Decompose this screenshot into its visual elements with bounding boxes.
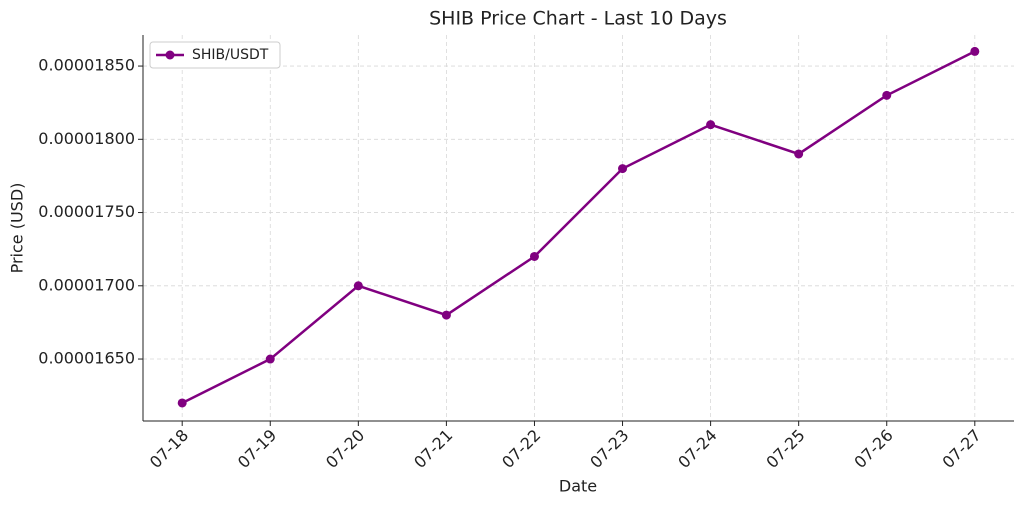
y-tick-label: 0.00001650: [38, 349, 135, 368]
legend-label: SHIB/USDT: [192, 47, 269, 63]
x-tick-label: 07-23: [586, 426, 632, 472]
data-point: [706, 120, 716, 130]
y-axis-label: Price (USD): [8, 183, 27, 274]
data-point: [353, 281, 363, 291]
data-point: [529, 251, 539, 261]
data-point: [177, 398, 187, 408]
x-tick-label: 07-19: [234, 426, 280, 472]
x-tick-label: 07-26: [850, 426, 896, 472]
series-line: [181, 50, 976, 405]
x-tick-label: 07-18: [146, 426, 192, 472]
y-tick-label: 0.00001850: [38, 56, 135, 75]
legend-box: [149, 41, 281, 69]
x-tick-label: 07-27: [938, 426, 984, 472]
y-tick-label: 0.00001700: [38, 275, 135, 294]
data-point: [794, 149, 804, 159]
data-point: [970, 46, 980, 56]
legend: SHIB/USDT: [149, 41, 281, 69]
data-point: [265, 354, 275, 364]
x-tick-label: 07-25: [762, 426, 808, 472]
x-axis-label: Date: [559, 477, 597, 496]
x-tick-label: 07-21: [410, 426, 456, 472]
legend-marker: [165, 50, 175, 60]
data-point: [618, 164, 628, 174]
y-tick-label: 0.00001800: [38, 129, 135, 148]
x-tick-label: 07-24: [674, 426, 720, 472]
y-tick-label: 0.00001750: [38, 202, 135, 221]
x-tick-label: 07-20: [322, 426, 368, 472]
x-tick-label: 07-22: [498, 426, 544, 472]
data-point: [882, 90, 892, 100]
data-point: [441, 310, 451, 320]
chart-title: SHIB Price Chart - Last 10 Days: [429, 8, 727, 30]
